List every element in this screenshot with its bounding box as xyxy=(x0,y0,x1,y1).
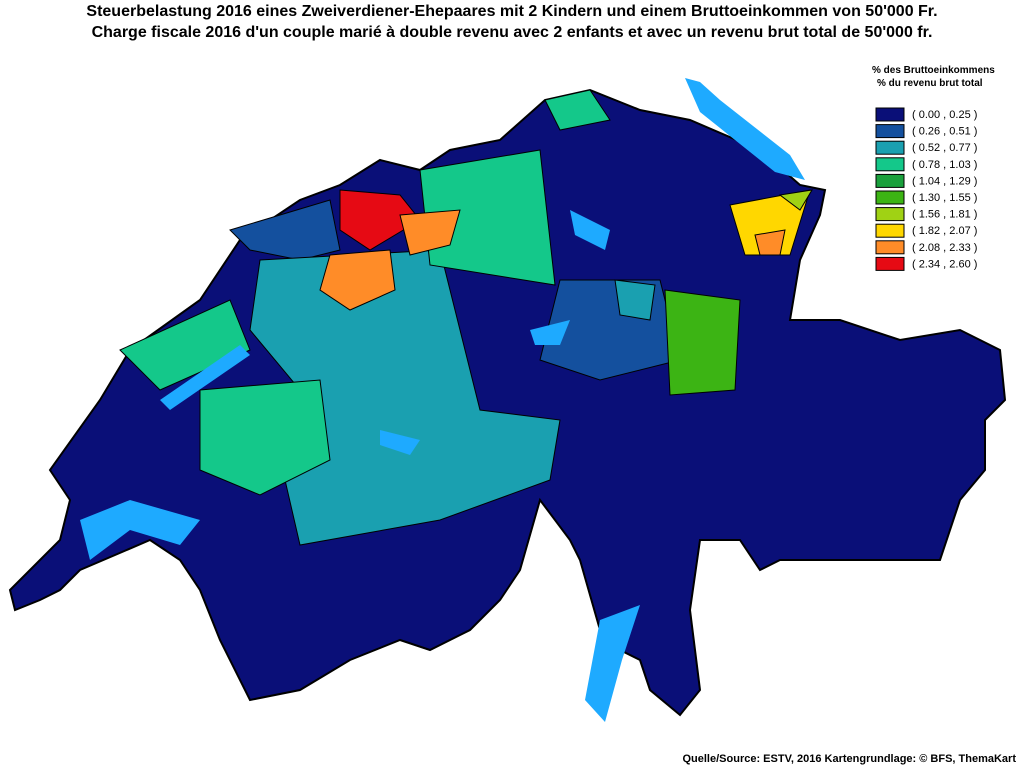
legend-label: ( 2.08 , 2.33 ) xyxy=(912,242,977,254)
legend-title: % du revenu brut total xyxy=(877,78,983,89)
region xyxy=(249,249,561,546)
lake xyxy=(380,430,420,455)
region xyxy=(199,379,331,496)
region xyxy=(119,299,251,391)
title: Steuerbelastung 2016 eines Zweiverdiener… xyxy=(86,3,937,20)
legend-swatch xyxy=(875,207,905,222)
lake xyxy=(530,320,570,345)
legend-swatch xyxy=(875,190,905,205)
legend-swatch xyxy=(875,223,905,238)
legend-swatch xyxy=(875,124,905,139)
lake xyxy=(685,78,805,180)
legend-swatch xyxy=(875,157,905,172)
region xyxy=(229,199,341,261)
legend-label: ( 1.82 , 2.07 ) xyxy=(912,225,977,237)
lake xyxy=(570,210,610,250)
legend-label: ( 0.52 , 0.77 ) xyxy=(912,142,977,154)
legend-swatch xyxy=(875,240,905,255)
legend-label: ( 1.56 , 1.81 ) xyxy=(912,209,977,221)
subtitle: Charge fiscale 2016 d'un couple marié à … xyxy=(92,24,933,41)
legend-label: ( 1.30 , 1.55 ) xyxy=(912,192,977,204)
legend-title: % des Bruttoeinkommens xyxy=(872,65,995,76)
region xyxy=(319,249,396,311)
legend-label: ( 0.00 , 0.25 ) xyxy=(912,109,977,121)
lake xyxy=(160,345,250,410)
legend-swatch xyxy=(875,256,905,271)
region xyxy=(614,279,656,321)
region xyxy=(664,289,741,396)
source: Quelle/Source: ESTV, 2016 Kartengrundlag… xyxy=(682,753,1016,765)
legend-label: ( 1.04 , 1.29 ) xyxy=(912,175,977,187)
region xyxy=(778,189,813,211)
region xyxy=(339,189,421,251)
lakes xyxy=(80,78,805,722)
legend-label: ( 0.78 , 1.03 ) xyxy=(912,159,977,171)
legend-swatch xyxy=(875,140,905,155)
legend-swatch xyxy=(875,107,905,122)
legend-label: ( 2.34 , 2.60 ) xyxy=(912,258,977,270)
lake xyxy=(80,500,200,560)
legend-label: ( 0.26 , 0.51 ) xyxy=(912,126,977,138)
region xyxy=(544,89,611,131)
map xyxy=(8,88,1007,717)
legend: % des Bruttoeinkommens % du revenu brut … xyxy=(872,65,995,271)
region xyxy=(399,209,461,256)
region xyxy=(754,229,786,256)
legend-swatch xyxy=(875,173,905,188)
lake xyxy=(585,605,640,722)
